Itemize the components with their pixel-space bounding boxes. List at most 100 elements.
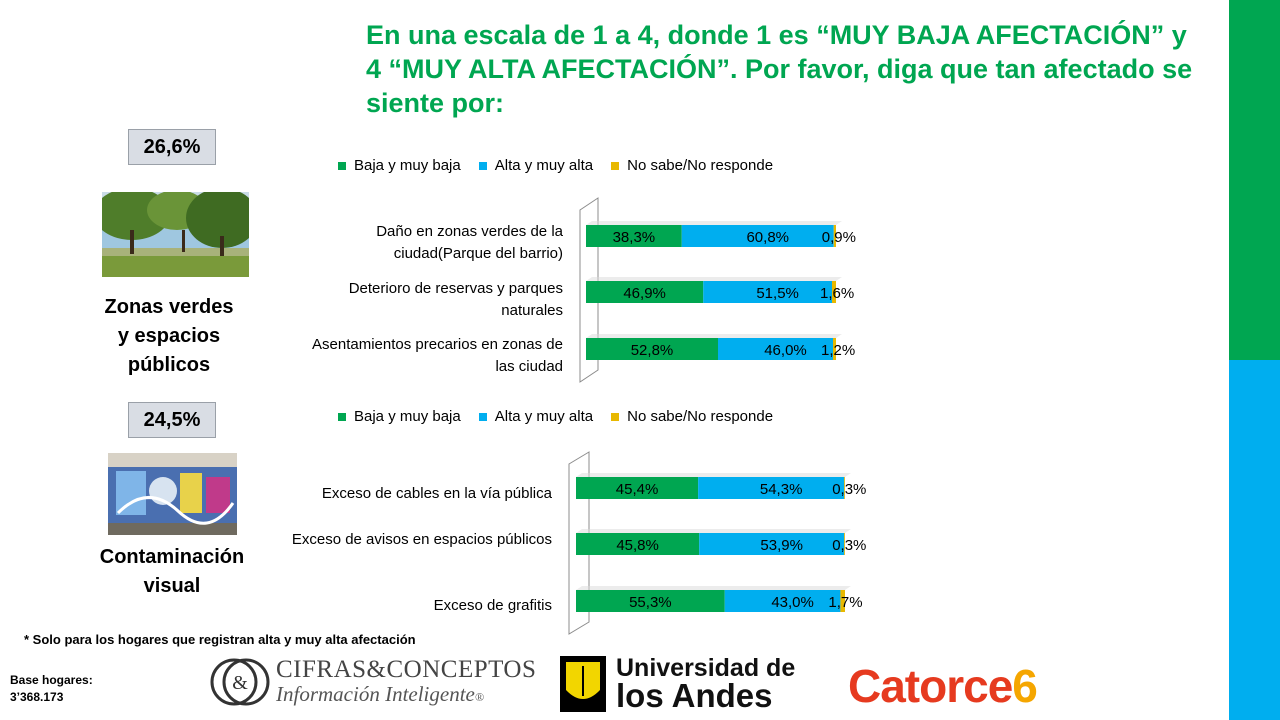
- chart-2-axis-wall: [568, 451, 590, 635]
- slide-title: En una escala de 1 a 4, donde 1 es “MUY …: [366, 20, 1193, 118]
- chart-2-label-2-2: 53,9%: [760, 537, 803, 554]
- chart-1-label-1-1: 38,3%: [613, 229, 656, 246]
- legend-label-low: Baja y muy baja: [354, 408, 461, 425]
- side-accent-green: [1229, 0, 1280, 360]
- chart-1-row-label-3: Asentamientos precarios en zonas de las …: [312, 336, 563, 375]
- catorce-digit: 6: [1012, 660, 1038, 712]
- chart-2-label-1-1: 45,4%: [616, 481, 659, 498]
- chart-1-label-3-1: 52,8%: [631, 342, 674, 359]
- chart-2-bar-1-1: [576, 477, 699, 499]
- section-2-label-line-2: visual: [143, 575, 201, 597]
- cifras-conceptos-logo: & CIFRAS&CONCEPTOS Información Inteligen…: [208, 656, 538, 708]
- chart-2-bar-2-1: [576, 533, 700, 555]
- chart-2-label-2-3: 0,3%: [832, 537, 866, 554]
- chart-2-label-3-1: 55,3%: [629, 594, 672, 611]
- chart-1-label-2-2: 51,5%: [756, 285, 799, 302]
- legend-swatch-high: [478, 162, 487, 170]
- uniandes-shield-icon: [560, 656, 606, 712]
- chart-1-label-3-2: 46,0%: [764, 342, 807, 359]
- legend-label-ns: No sabe/No responde: [627, 157, 774, 174]
- cifras-registered-mark: ®: [474, 690, 484, 704]
- chart-2-label-1-3: 0,3%: [832, 481, 866, 498]
- section-1-label: Zonas verdes y espacios públicos: [84, 293, 254, 380]
- graffiti-photo: [108, 453, 237, 535]
- chart-1-bar-1-top: [586, 221, 842, 225]
- chart-1-legend: Baja y muy baja Alta y muy alta No sabe/…: [338, 157, 791, 175]
- legend-swatch-high: [478, 413, 487, 421]
- legend-swatch-ns: [611, 162, 620, 170]
- chart-2-bar-3-top: [576, 586, 851, 590]
- chart-2-label-2-1: 45,8%: [616, 537, 659, 554]
- chart-2-bar-2-top: [576, 529, 851, 533]
- chart-1-bar-3-1: [586, 338, 718, 360]
- base-households: Base hogares: 3’368.173: [10, 672, 93, 706]
- catorce-text: Catorce: [848, 660, 1013, 712]
- chart-1-axis-wall: [579, 197, 599, 383]
- chart-2-bar-1-2: [698, 477, 845, 499]
- chart-1-label-2-1: 46,9%: [623, 285, 666, 302]
- chart-1-label-1-2: 60,8%: [746, 229, 789, 246]
- section-1-percentage: 26,6%: [128, 129, 216, 165]
- chart-1-bar-2-2: [703, 281, 832, 303]
- base-label: Base hogares:: [10, 673, 93, 687]
- chart-1-row-label-1: Daño en zonas verdes de la ciudad(Parque…: [376, 223, 563, 262]
- park-photo: [102, 192, 249, 277]
- chart-1-bar-2-top: [586, 277, 842, 281]
- chart-1-row-label-2: Deterioro de reservas y parques naturale…: [348, 280, 563, 319]
- legend-item-high: Alta y muy alta: [478, 408, 594, 426]
- legend-item-low: Baja y muy baja: [338, 157, 461, 175]
- chart-1-bar-1-3: [833, 225, 836, 247]
- cifras-line-1: CIFRAS&CONCEPTOS: [276, 656, 537, 683]
- chart-2-legend: Baja y muy baja Alta y muy alta No sabe/…: [338, 408, 791, 426]
- legend-item-ns: No sabe/No responde: [611, 408, 773, 426]
- legend-item-high: Alta y muy alta: [478, 157, 593, 175]
- chart-2-row-label-2: Exceso de avisos en espacios públicos: [291, 531, 552, 548]
- chart-1-label-1-3: 0,9%: [822, 229, 856, 246]
- chart-2-bar-2-3: [844, 533, 845, 555]
- chart-1-bar-3-top: [586, 334, 842, 338]
- section-1-label-line-2: y espacios: [117, 325, 221, 347]
- legend-label-high: Alta y muy alta: [494, 408, 594, 425]
- cifras-symbol-icon: &: [210, 658, 270, 706]
- chart-1-bar-3-2: [718, 338, 833, 360]
- chart-1-bar-3-3: [833, 338, 836, 360]
- side-accent-blue: [1229, 360, 1280, 720]
- chart-2-label-3-2: 43,0%: [771, 594, 814, 611]
- chart-1-bar-1-1: [586, 225, 682, 247]
- chart-2-label-1-2: 54,3%: [760, 481, 803, 498]
- cifras-tagline: Información Inteligente: [276, 682, 475, 706]
- chart-2-bar-1-3: [844, 477, 845, 499]
- chart-1-bar-1-2: [681, 225, 834, 247]
- section-2-label-line-1: Contaminación: [99, 546, 245, 568]
- legend-swatch-ns: [611, 413, 620, 421]
- chart-2-row-label-3: Exceso de grafitis: [433, 597, 552, 614]
- catorce6-logo: Catorce6: [848, 660, 1138, 712]
- footnote: * Solo para los hogares que registran al…: [24, 632, 416, 647]
- chart-2-bar-2-2: [699, 533, 845, 555]
- chart-2-bar-3-3: [840, 590, 845, 612]
- legend-swatch-low: [338, 413, 346, 421]
- legend-swatch-low: [338, 162, 346, 170]
- legend-item-ns: No sabe/No responde: [611, 157, 773, 175]
- legend-label-low: Baja y muy baja: [354, 157, 461, 174]
- chart-2-bar-1-top: [576, 473, 851, 477]
- cifras-line-2: Información Inteligente®: [276, 682, 484, 707]
- chart-1-bar-2-1: [586, 281, 704, 303]
- section-2-label: Contaminación visual: [84, 543, 260, 601]
- legend-item-low: Baja y muy baja: [338, 408, 461, 426]
- cifras-symbol-text: &: [232, 672, 248, 694]
- stacked-bar-charts: 38,3% 60,8% 0,9% 46,9% 51,5% 1,6% 52,8% 46,0% 1,…: [568, 197, 866, 635]
- base-value: 3’368.173: [10, 690, 64, 704]
- section-2-percentage: 24,5%: [128, 402, 216, 438]
- chart-1-label-3-3: 1,2%: [821, 342, 855, 359]
- section-1-label-line-3: públicos: [127, 354, 211, 376]
- chart-1-bar-2-3: [832, 281, 836, 303]
- chart-2-bar-3-2: [724, 590, 841, 612]
- chart-2-row-label-1: Exceso de cables en la vía pública: [321, 485, 552, 502]
- legend-label-ns: No sabe/No responde: [627, 408, 774, 425]
- chart-2-label-3-3: 1,7%: [828, 594, 862, 611]
- uniandes-line-1: Universidad de: [616, 654, 796, 682]
- chart-2-bar-3-1: [576, 590, 725, 612]
- uniandes-logo: Universidad de los Andes: [560, 654, 822, 714]
- uniandes-line-2: los Andes: [616, 677, 773, 714]
